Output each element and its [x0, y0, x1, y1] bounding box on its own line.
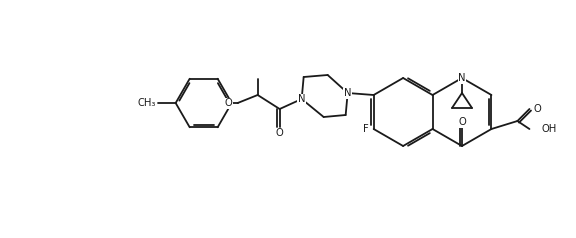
Text: O: O [225, 98, 233, 108]
Text: O: O [458, 117, 466, 127]
Text: CH₃: CH₃ [137, 98, 156, 108]
Text: OH: OH [541, 124, 556, 134]
Text: O: O [533, 104, 541, 114]
Text: F: F [363, 124, 369, 134]
Text: O: O [276, 128, 283, 138]
Text: N: N [458, 73, 466, 83]
Text: N: N [298, 94, 305, 104]
Text: N: N [344, 88, 351, 98]
